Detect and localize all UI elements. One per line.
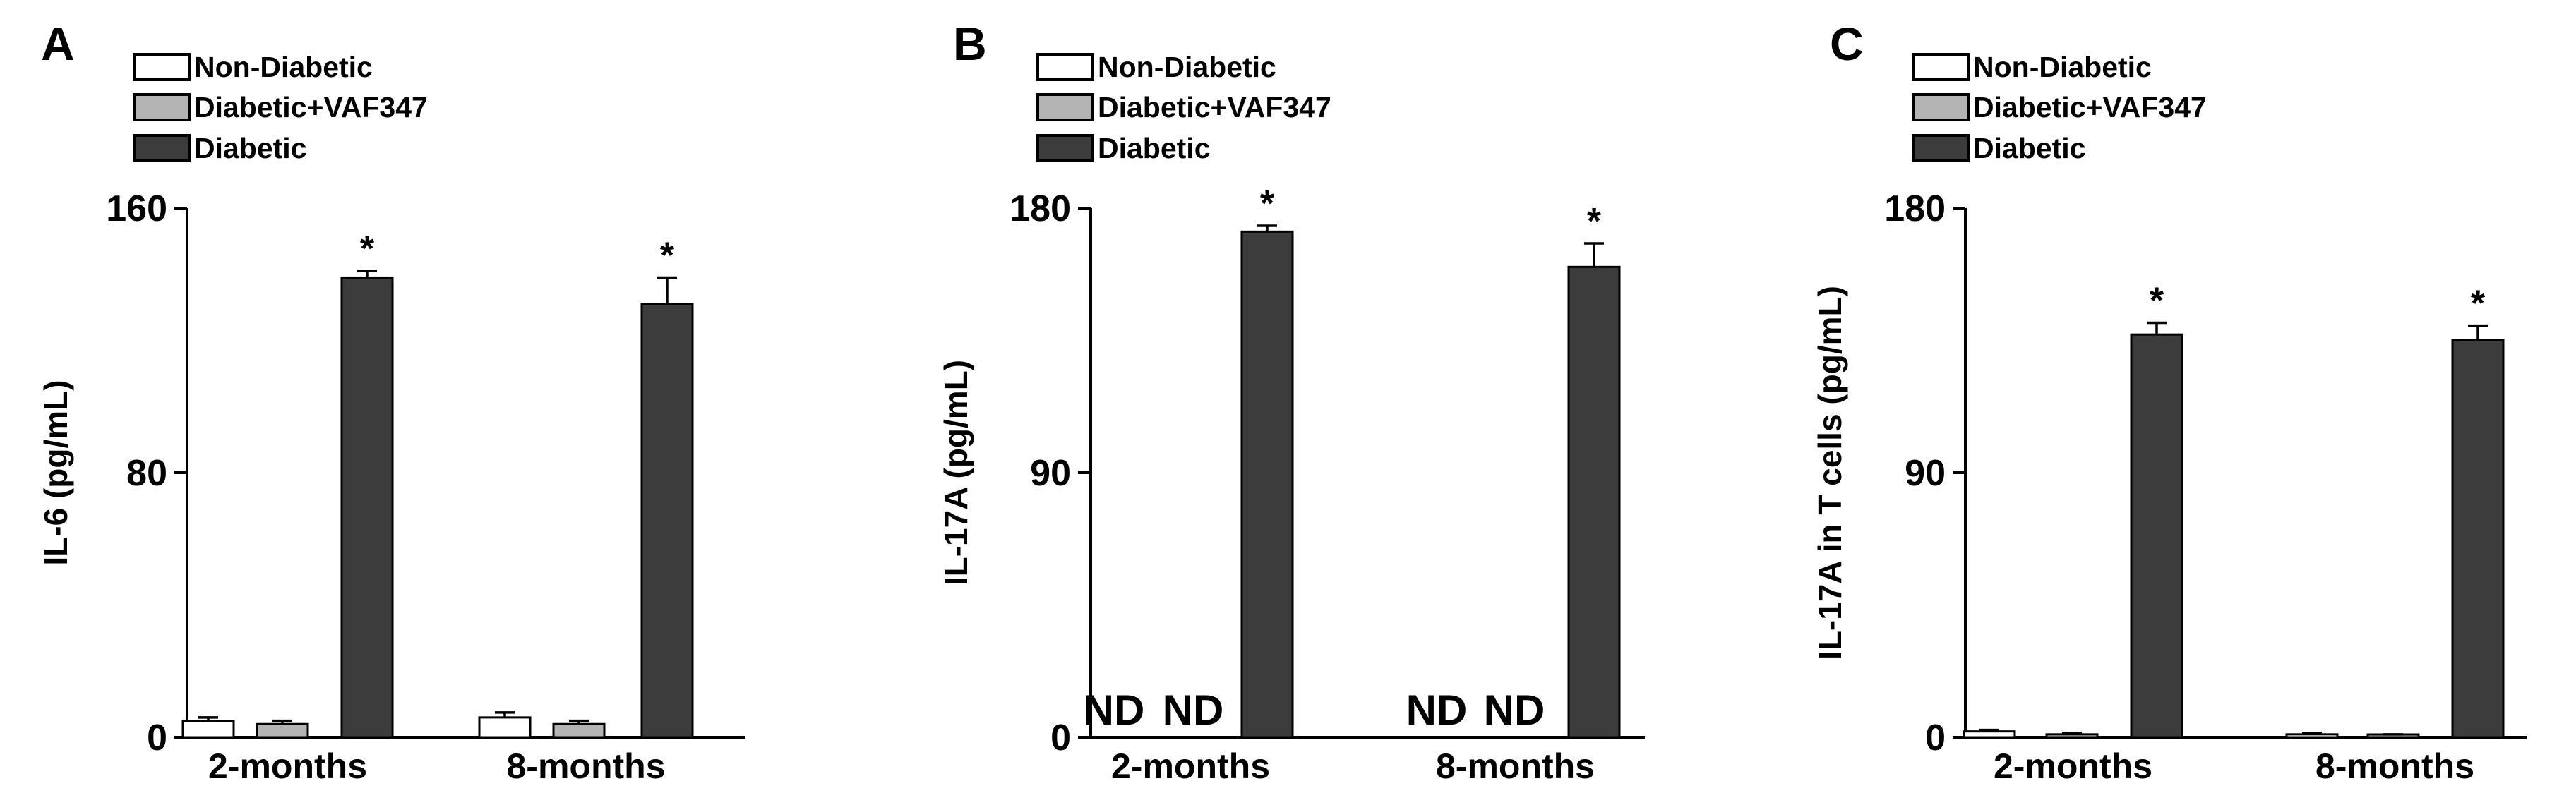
bar-diabetic-vaf347 (2045, 733, 2099, 739)
panel-letter: A (41, 18, 75, 70)
legend-swatch (1912, 93, 1970, 121)
x-tick-label: 2-months (1111, 746, 1270, 786)
bar-non-diabetic (1963, 730, 2016, 739)
legend-label: Diabetic+VAF347 (1973, 91, 2207, 123)
legend-label: Diabetic (1098, 132, 1211, 164)
panel-letter: C (1830, 18, 1864, 70)
legend-swatch (133, 53, 191, 81)
y-tick-label: 80 (126, 453, 167, 494)
bar-non-diabetic (2285, 733, 2339, 739)
legend-swatch (1036, 93, 1094, 121)
legend-swatch (133, 93, 191, 121)
y-tick-label: 180 (1884, 188, 1946, 229)
significance-star: * (1260, 183, 1275, 224)
bar-diabetic (1240, 230, 1294, 739)
bar-diabetic-vaf347 (552, 722, 606, 739)
significance-star: * (2150, 281, 2164, 322)
significance-star: * (660, 235, 675, 276)
x-tick-label: 8-months (1436, 746, 1595, 786)
x-tick-label: 2-months (1994, 746, 2152, 786)
chart-panel-a: A Non-Diabetic Diabetic+VAF347 Diabetic 0 80 1… (37, 18, 745, 786)
bar-diabetic (1567, 265, 1621, 739)
legend-label: Non-Diabetic (194, 51, 373, 83)
y-tick-label: 0 (1050, 718, 1071, 758)
significance-star: * (2471, 284, 2486, 325)
legend-label: Diabetic (194, 132, 307, 164)
nd-label: ND (1484, 686, 1545, 734)
legend-label: Non-Diabetic (1098, 51, 1276, 83)
y-tick-label: 90 (1030, 453, 1071, 494)
significance-star: * (1587, 201, 1602, 242)
y-tick-label: 90 (1905, 453, 1946, 494)
y-tick-label: 160 (106, 188, 167, 229)
legend-label: Non-Diabetic (1973, 51, 2152, 83)
bar-diabetic (2451, 339, 2505, 739)
chart-panel-b: B Non-Diabetic Diabetic+VAF347 Diabetic 0 90 1… (937, 18, 1645, 786)
y-tick-label: 180 (1010, 188, 1071, 229)
bar-diabetic (640, 303, 694, 739)
nd-label: ND (1163, 686, 1224, 734)
y-tick-label: 0 (1925, 718, 1946, 758)
legend-swatch (1912, 53, 1970, 81)
y-tick-label: 0 (147, 718, 167, 758)
bar-diabetic-vaf347 (256, 722, 309, 739)
x-tick-label: 2-months (208, 746, 367, 786)
legend-swatch (1036, 53, 1094, 81)
chart-panel-c: C Non-Diabetic Diabetic+VAF347 Diabetic 0 90 1… (1811, 18, 2527, 786)
legend-label: Diabetic (1973, 132, 2086, 164)
legend-swatch (1912, 134, 1970, 162)
bar-diabetic (340, 276, 394, 739)
y-axis-label: IL-6 (pg/mL) (37, 380, 74, 565)
bar-non-diabetic (181, 720, 235, 739)
nd-label: ND (1084, 686, 1145, 734)
y-axis-label: IL-17A (pg/mL) (937, 360, 974, 586)
bar-non-diabetic (478, 716, 532, 739)
legend-label: Diabetic+VAF347 (1098, 91, 1331, 123)
nd-label: ND (1406, 686, 1468, 734)
bar-diabetic (2130, 333, 2183, 739)
x-tick-label: 8-months (2316, 746, 2474, 786)
legend-swatch (1036, 134, 1094, 162)
legend-swatch (133, 134, 191, 162)
significance-star: * (360, 229, 375, 270)
panel-letter: B (953, 18, 987, 70)
legend-label: Diabetic+VAF347 (194, 91, 428, 123)
x-tick-label: 8-months (507, 746, 666, 786)
y-axis-label: IL-17A in T cells (pg/mL) (1811, 286, 1848, 660)
